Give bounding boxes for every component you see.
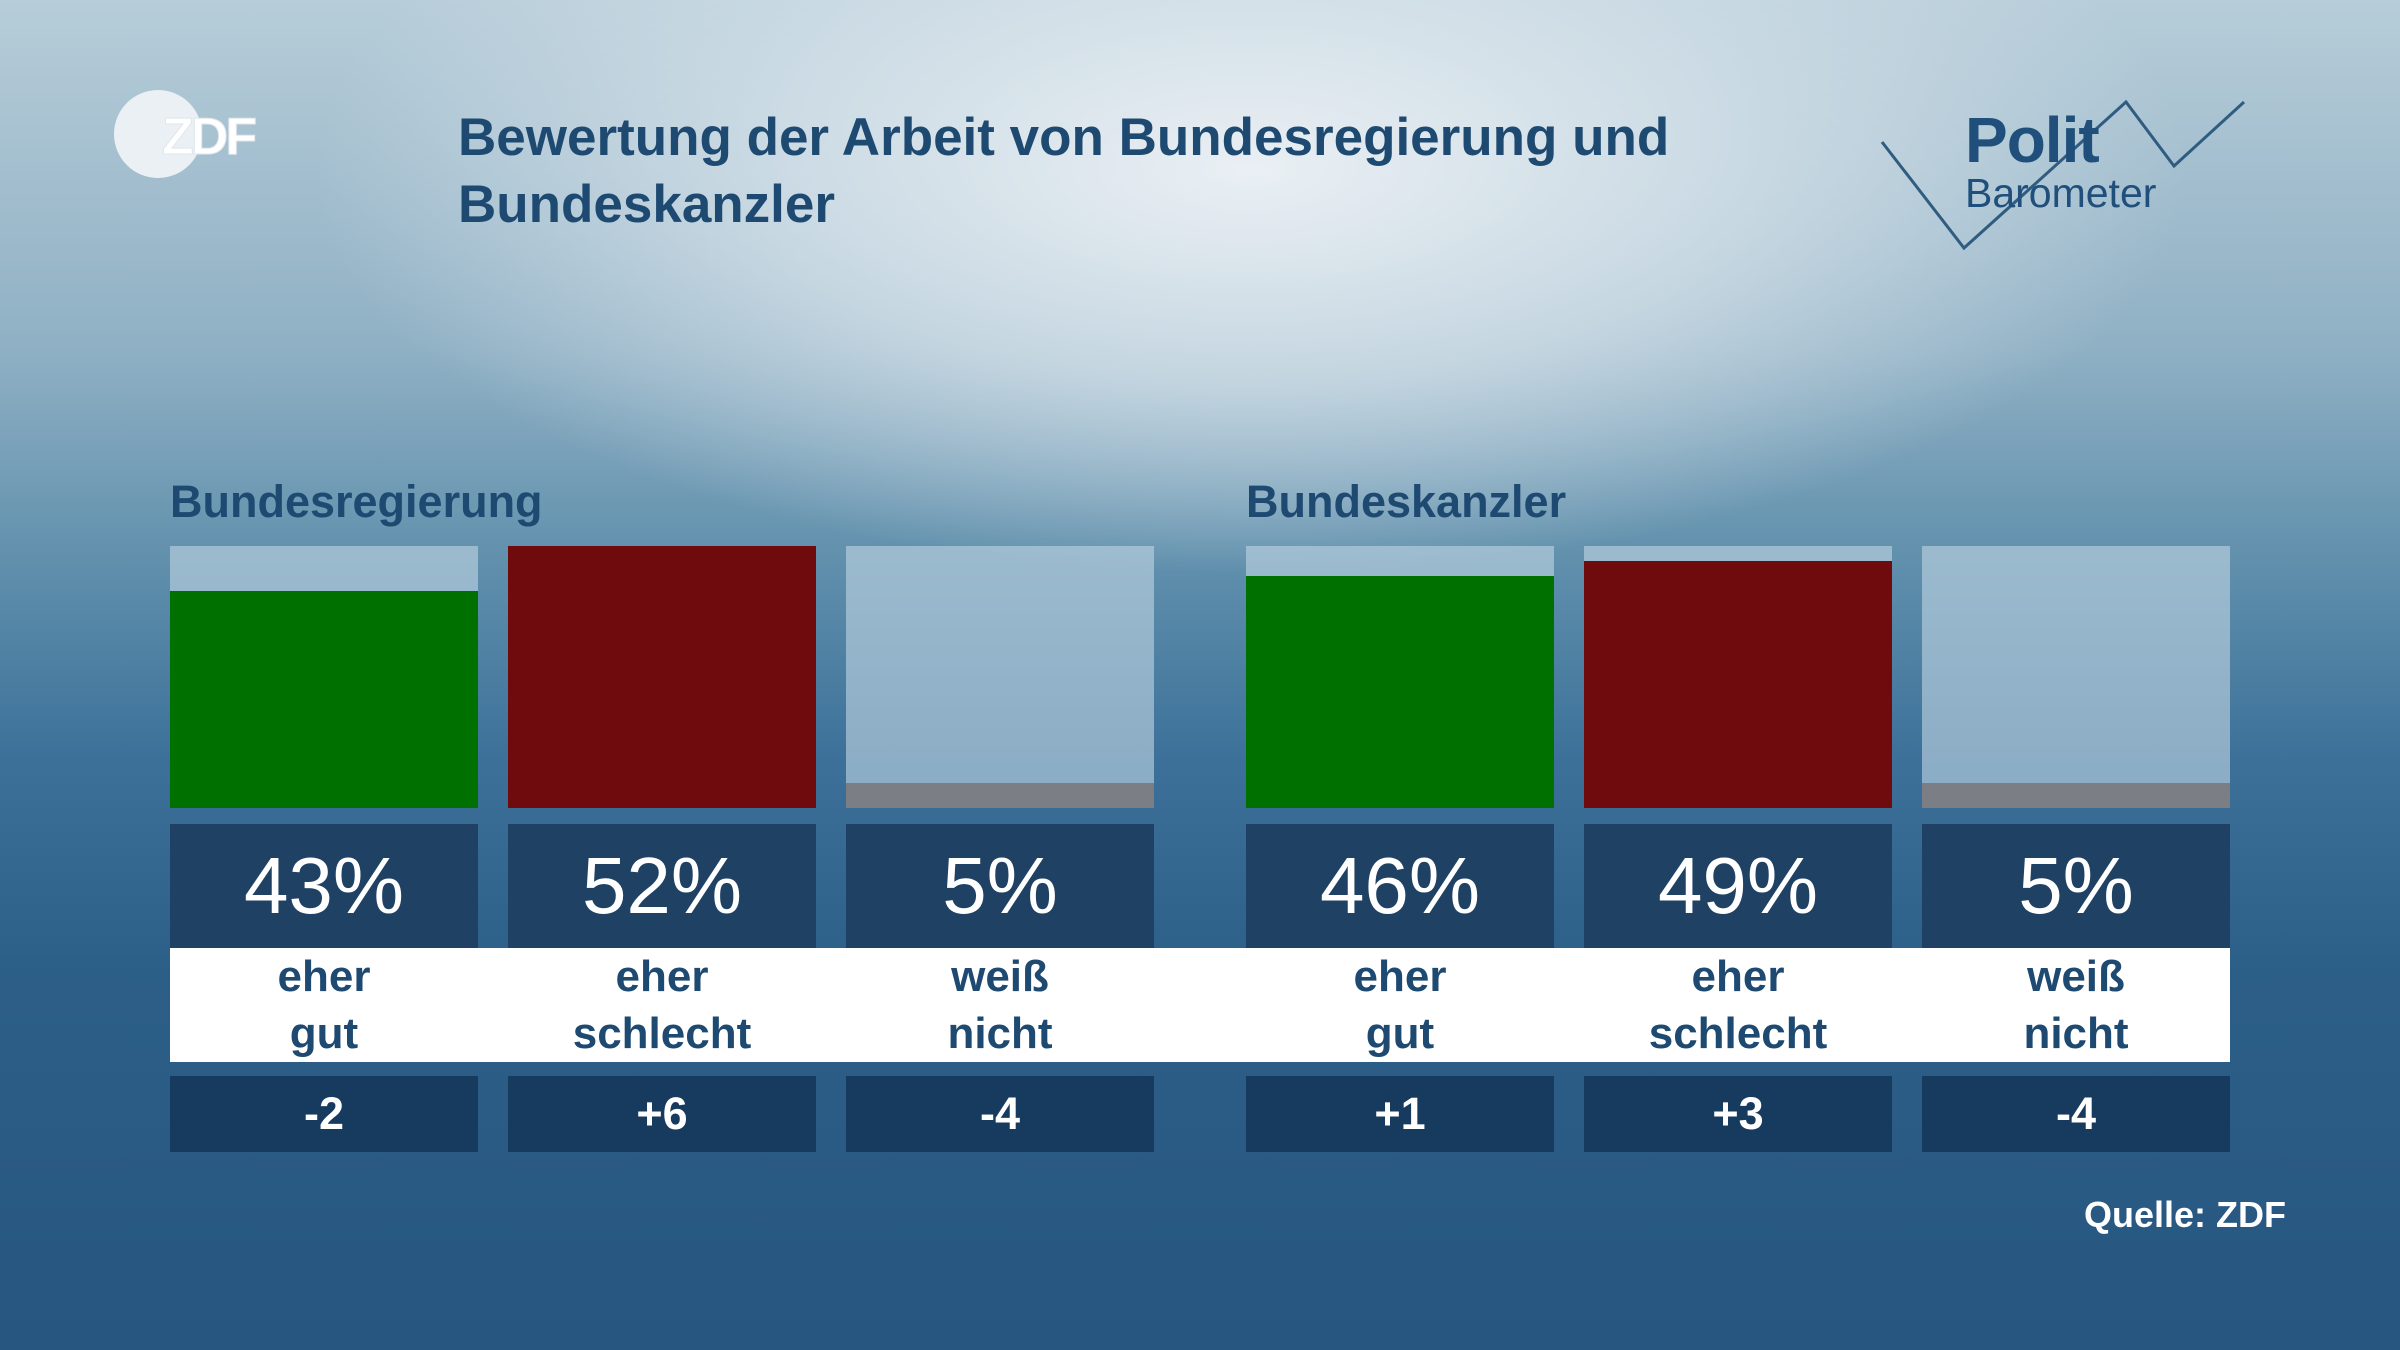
category-label-line: gut	[1365, 1009, 1435, 1058]
data-label: 52%	[508, 824, 816, 948]
panel-title: Bundeskanzler	[1246, 476, 1567, 527]
chart-title: Bewertung der Arbeit von Bundesregierung…	[458, 108, 1670, 234]
category-label-line: eher	[277, 952, 371, 1001]
category-label-line: weiß	[951, 952, 1049, 1001]
data-label: 5%	[1922, 824, 2230, 948]
zdf-logo-text: ZDF	[162, 108, 255, 166]
data-label: 49%	[1584, 824, 1892, 948]
category-label: eher schlecht	[508, 948, 816, 1062]
bar-track	[846, 546, 1154, 808]
bar-track	[1246, 546, 1554, 808]
bar-track	[508, 546, 816, 808]
category-label-line: schlecht	[572, 1009, 752, 1058]
politbarometer-subtitle: Barometer	[1965, 170, 2157, 216]
source-note: Quelle: ZDF	[2083, 1194, 2286, 1235]
category-label-line: eher	[615, 952, 709, 1001]
data-label: 46%	[1246, 824, 1554, 948]
category-label: weiß nicht	[1922, 948, 2230, 1062]
category-label-line: eher	[1691, 952, 1785, 1001]
bar	[508, 546, 816, 808]
category-label-line: nicht	[2023, 1009, 2129, 1058]
bar	[1584, 561, 1892, 808]
panel-title: Bundesregierung	[170, 476, 543, 527]
politbarometer-zigzag-icon	[1880, 99, 2246, 251]
change-label: -2	[170, 1076, 478, 1152]
category-label-strip	[170, 948, 2230, 1062]
zdf-logo: ZDF	[112, 88, 272, 184]
category-label: eher gut	[1246, 948, 1554, 1062]
category-label: eher schlecht	[1584, 948, 1892, 1062]
politbarometer-logo: Polit Barometer	[1876, 94, 2250, 254]
category-label-line: weiß	[2027, 952, 2125, 1001]
bar-track	[170, 546, 478, 808]
bar-track	[1584, 546, 1892, 808]
change-label: -4	[1922, 1076, 2230, 1152]
bar	[170, 591, 478, 808]
change-label: +1	[1246, 1076, 1554, 1152]
category-label-line: eher	[1353, 952, 1447, 1001]
bar	[1922, 783, 2230, 808]
data-label: 43%	[170, 824, 478, 948]
politbarometer-title: Polit	[1965, 104, 2100, 176]
category-label-line: nicht	[947, 1009, 1053, 1058]
bar	[1246, 576, 1554, 808]
data-label: 5%	[846, 824, 1154, 948]
bar-track	[1922, 546, 2230, 808]
category-label: eher gut	[170, 948, 478, 1062]
change-label: -4	[846, 1076, 1154, 1152]
category-label: weiß nicht	[846, 948, 1154, 1062]
category-label-line: gut	[289, 1009, 359, 1058]
bar	[846, 783, 1154, 808]
change-label: +3	[1584, 1076, 1892, 1152]
change-label: +6	[508, 1076, 816, 1152]
zdf-logo-graphic: ZDF	[114, 90, 259, 178]
category-label-line: schlecht	[1648, 1009, 1828, 1058]
